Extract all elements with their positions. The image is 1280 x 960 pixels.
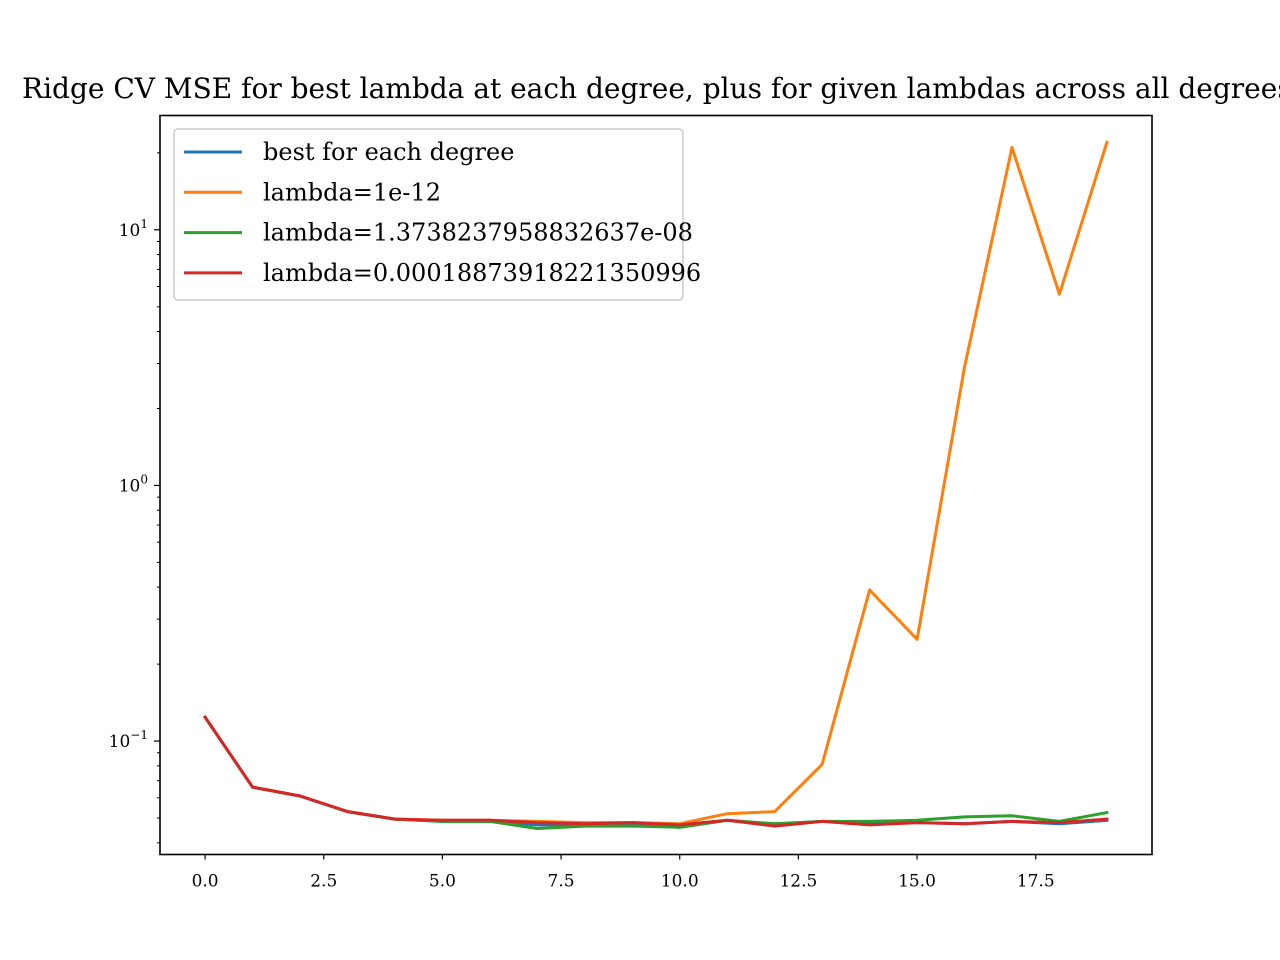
x-tick-label: 2.5: [310, 872, 337, 892]
x-tick-label: 0.0: [192, 872, 219, 892]
y-tick-label: 10−1: [109, 728, 148, 752]
legend: best for each degree lambda=1e-12 lambda=1…: [173, 128, 701, 301]
legend-label: lambda=1.3738237958832637e-08: [263, 219, 693, 247]
x-tick-label: 12.5: [779, 872, 817, 892]
legend-label: lambda=1e-12: [263, 178, 441, 206]
series-layer: [203, 140, 1109, 830]
legend-label: lambda=0.00018873918221350996: [263, 259, 701, 287]
y-tick-label: 100: [119, 472, 148, 496]
x-tick-label: 10.0: [661, 872, 699, 892]
x-axis: 0.0 2.5 5.0 7.5 10.0 12.5 15.0 17.5: [192, 854, 1055, 892]
x-tick-label: 7.5: [548, 872, 575, 892]
x-tick-label: 17.5: [1017, 872, 1055, 892]
y-axis: 10−1 100 101: [109, 152, 160, 844]
series-line-3: [203, 715, 1109, 828]
chart-title: Ridge CV MSE for best lambda at each deg…: [22, 72, 1280, 105]
y-tick-label: 101: [119, 217, 148, 241]
x-tick-label: 15.0: [898, 872, 936, 892]
series-line-2: [203, 715, 1109, 830]
plot-frame: [159, 114, 1153, 856]
x-tick-label: 5.0: [429, 872, 456, 892]
legend-box: [173, 128, 684, 301]
legend-label: best for each degree: [263, 138, 514, 166]
